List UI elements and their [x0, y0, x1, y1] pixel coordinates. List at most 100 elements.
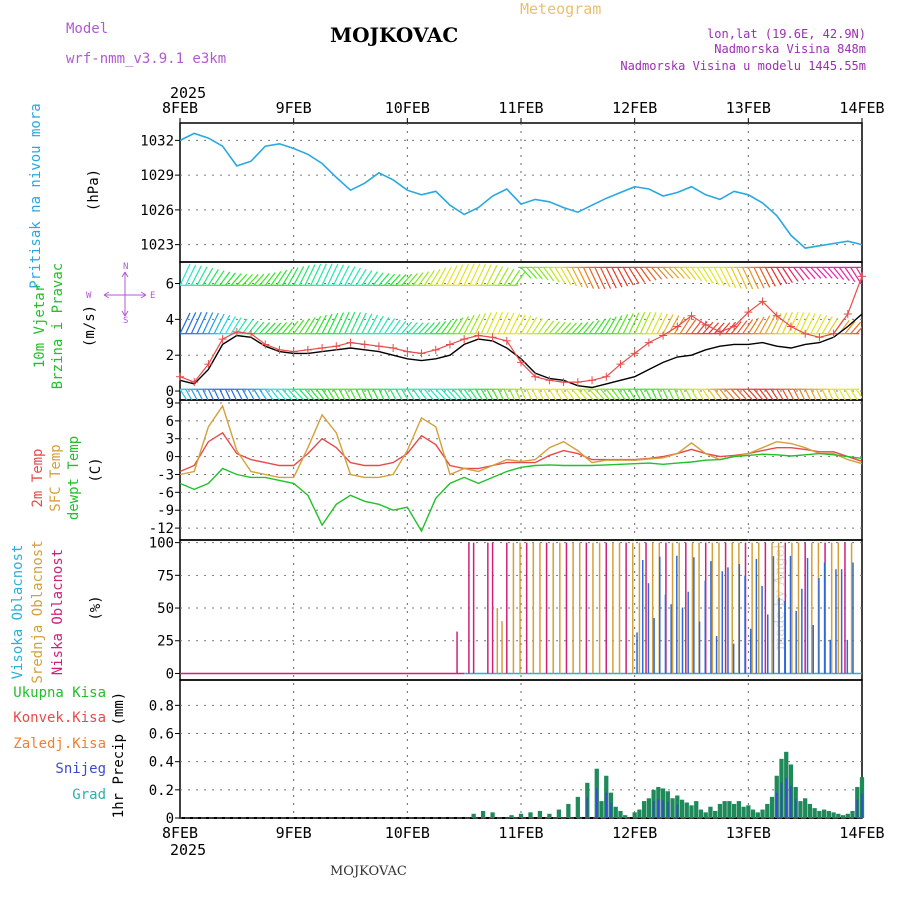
precip-bar — [480, 810, 486, 818]
wind-barb — [315, 388, 326, 400]
wind-barb — [605, 388, 616, 400]
wind-barb — [588, 320, 600, 335]
y-tick-label: 100 — [149, 536, 174, 552]
wind-gust-marker — [786, 322, 795, 331]
wind-barb — [486, 265, 498, 286]
precip-bar — [713, 810, 718, 818]
wind-barb — [497, 312, 509, 334]
wind-barb — [702, 267, 714, 284]
wind-barb — [850, 388, 859, 400]
wind-barb — [264, 322, 276, 335]
wind-barb — [202, 388, 209, 400]
snow-bar — [790, 785, 792, 818]
wind-barb — [531, 266, 543, 280]
wind-barb — [452, 264, 464, 286]
wind-barb — [338, 265, 350, 286]
wind-gust-marker — [261, 340, 270, 349]
wind-barb — [185, 388, 193, 400]
wind-barb — [690, 388, 699, 400]
y-tick-label: 0 — [166, 811, 174, 827]
precip-bar — [670, 798, 675, 818]
wind-gust-marker — [176, 372, 184, 381]
wind-barb — [651, 266, 663, 280]
wind-barb — [185, 264, 197, 286]
wind-barb — [180, 312, 191, 334]
wind-barb — [668, 266, 680, 279]
wind-barb — [662, 314, 674, 334]
wind-barb — [815, 388, 823, 400]
wind-barb — [457, 316, 470, 334]
wind-barb — [236, 273, 248, 286]
y-tick-label: 6 — [166, 414, 174, 430]
wind-barb — [753, 388, 764, 400]
wind-barb — [389, 388, 397, 400]
wind-barb — [230, 317, 242, 335]
wind-barb — [315, 263, 327, 286]
wind-barb — [190, 265, 202, 286]
wind-gust-marker — [858, 272, 866, 281]
precip-bar — [618, 810, 623, 818]
wind-barb — [384, 273, 396, 286]
wind-barb — [628, 312, 640, 334]
wind-gust-marker — [758, 297, 767, 306]
wind-barb — [509, 388, 516, 400]
y-tick-label: 50 — [157, 601, 174, 617]
wind-gust-marker — [730, 322, 739, 331]
wind-barb — [474, 312, 487, 334]
y-tick-label: 6 — [166, 277, 174, 293]
wind-barb — [310, 388, 321, 400]
precip-legend-ukupna: Ukupna Kisa — [13, 685, 106, 701]
wind-barb — [469, 388, 479, 400]
wind-barb — [776, 388, 784, 400]
wind-barb — [577, 267, 589, 289]
wind-gust-marker — [744, 308, 753, 317]
wind-barb — [787, 311, 799, 334]
wind-barb — [310, 315, 322, 334]
wind-barb — [298, 388, 310, 400]
wind-barb — [548, 321, 560, 335]
wind-barb — [418, 388, 428, 400]
wind-barb — [435, 267, 447, 286]
credit-label: made by Angel — [772, 544, 788, 650]
wind-barb — [224, 272, 236, 286]
wind-barb — [583, 388, 594, 400]
snow-bar — [586, 796, 589, 818]
y-tick-label: 9 — [166, 396, 174, 412]
wind-barb — [554, 321, 566, 335]
wind-barb — [656, 313, 668, 334]
wind-barb — [298, 265, 310, 286]
wind-barb — [253, 273, 265, 286]
wind-barb — [452, 388, 463, 400]
wind-barb — [497, 388, 505, 400]
wind-barb — [838, 388, 846, 400]
wind-barb — [639, 388, 647, 400]
wind-barb — [588, 388, 600, 400]
snow-bar — [775, 792, 778, 818]
wind-barb — [554, 388, 563, 400]
y-tick-label: 1029 — [140, 168, 174, 184]
wind-barb — [520, 388, 527, 400]
wind-barb — [662, 266, 674, 279]
snow-bar — [610, 802, 612, 818]
wind-barb — [418, 322, 430, 335]
wind-barb — [202, 267, 214, 286]
wind-barb — [600, 267, 612, 289]
wind-barb — [384, 388, 391, 400]
wind-barb — [787, 388, 795, 400]
wind-barb — [759, 267, 771, 288]
snow-bar — [794, 799, 797, 818]
wind-barb — [668, 388, 675, 400]
wind-barb — [446, 265, 458, 286]
wind-barb — [622, 388, 631, 400]
wind-barb — [287, 267, 299, 286]
wind-barb — [594, 267, 606, 290]
wind-barb — [566, 322, 577, 335]
wind-barb — [247, 388, 256, 400]
wind-barb — [702, 388, 711, 400]
wind-barb — [213, 270, 225, 286]
precip-bar — [831, 812, 836, 818]
y-tick-label: 1032 — [140, 133, 174, 149]
wind-barb — [645, 267, 657, 281]
wind-barb — [804, 266, 816, 280]
y-tick-label: -6 — [157, 485, 174, 501]
